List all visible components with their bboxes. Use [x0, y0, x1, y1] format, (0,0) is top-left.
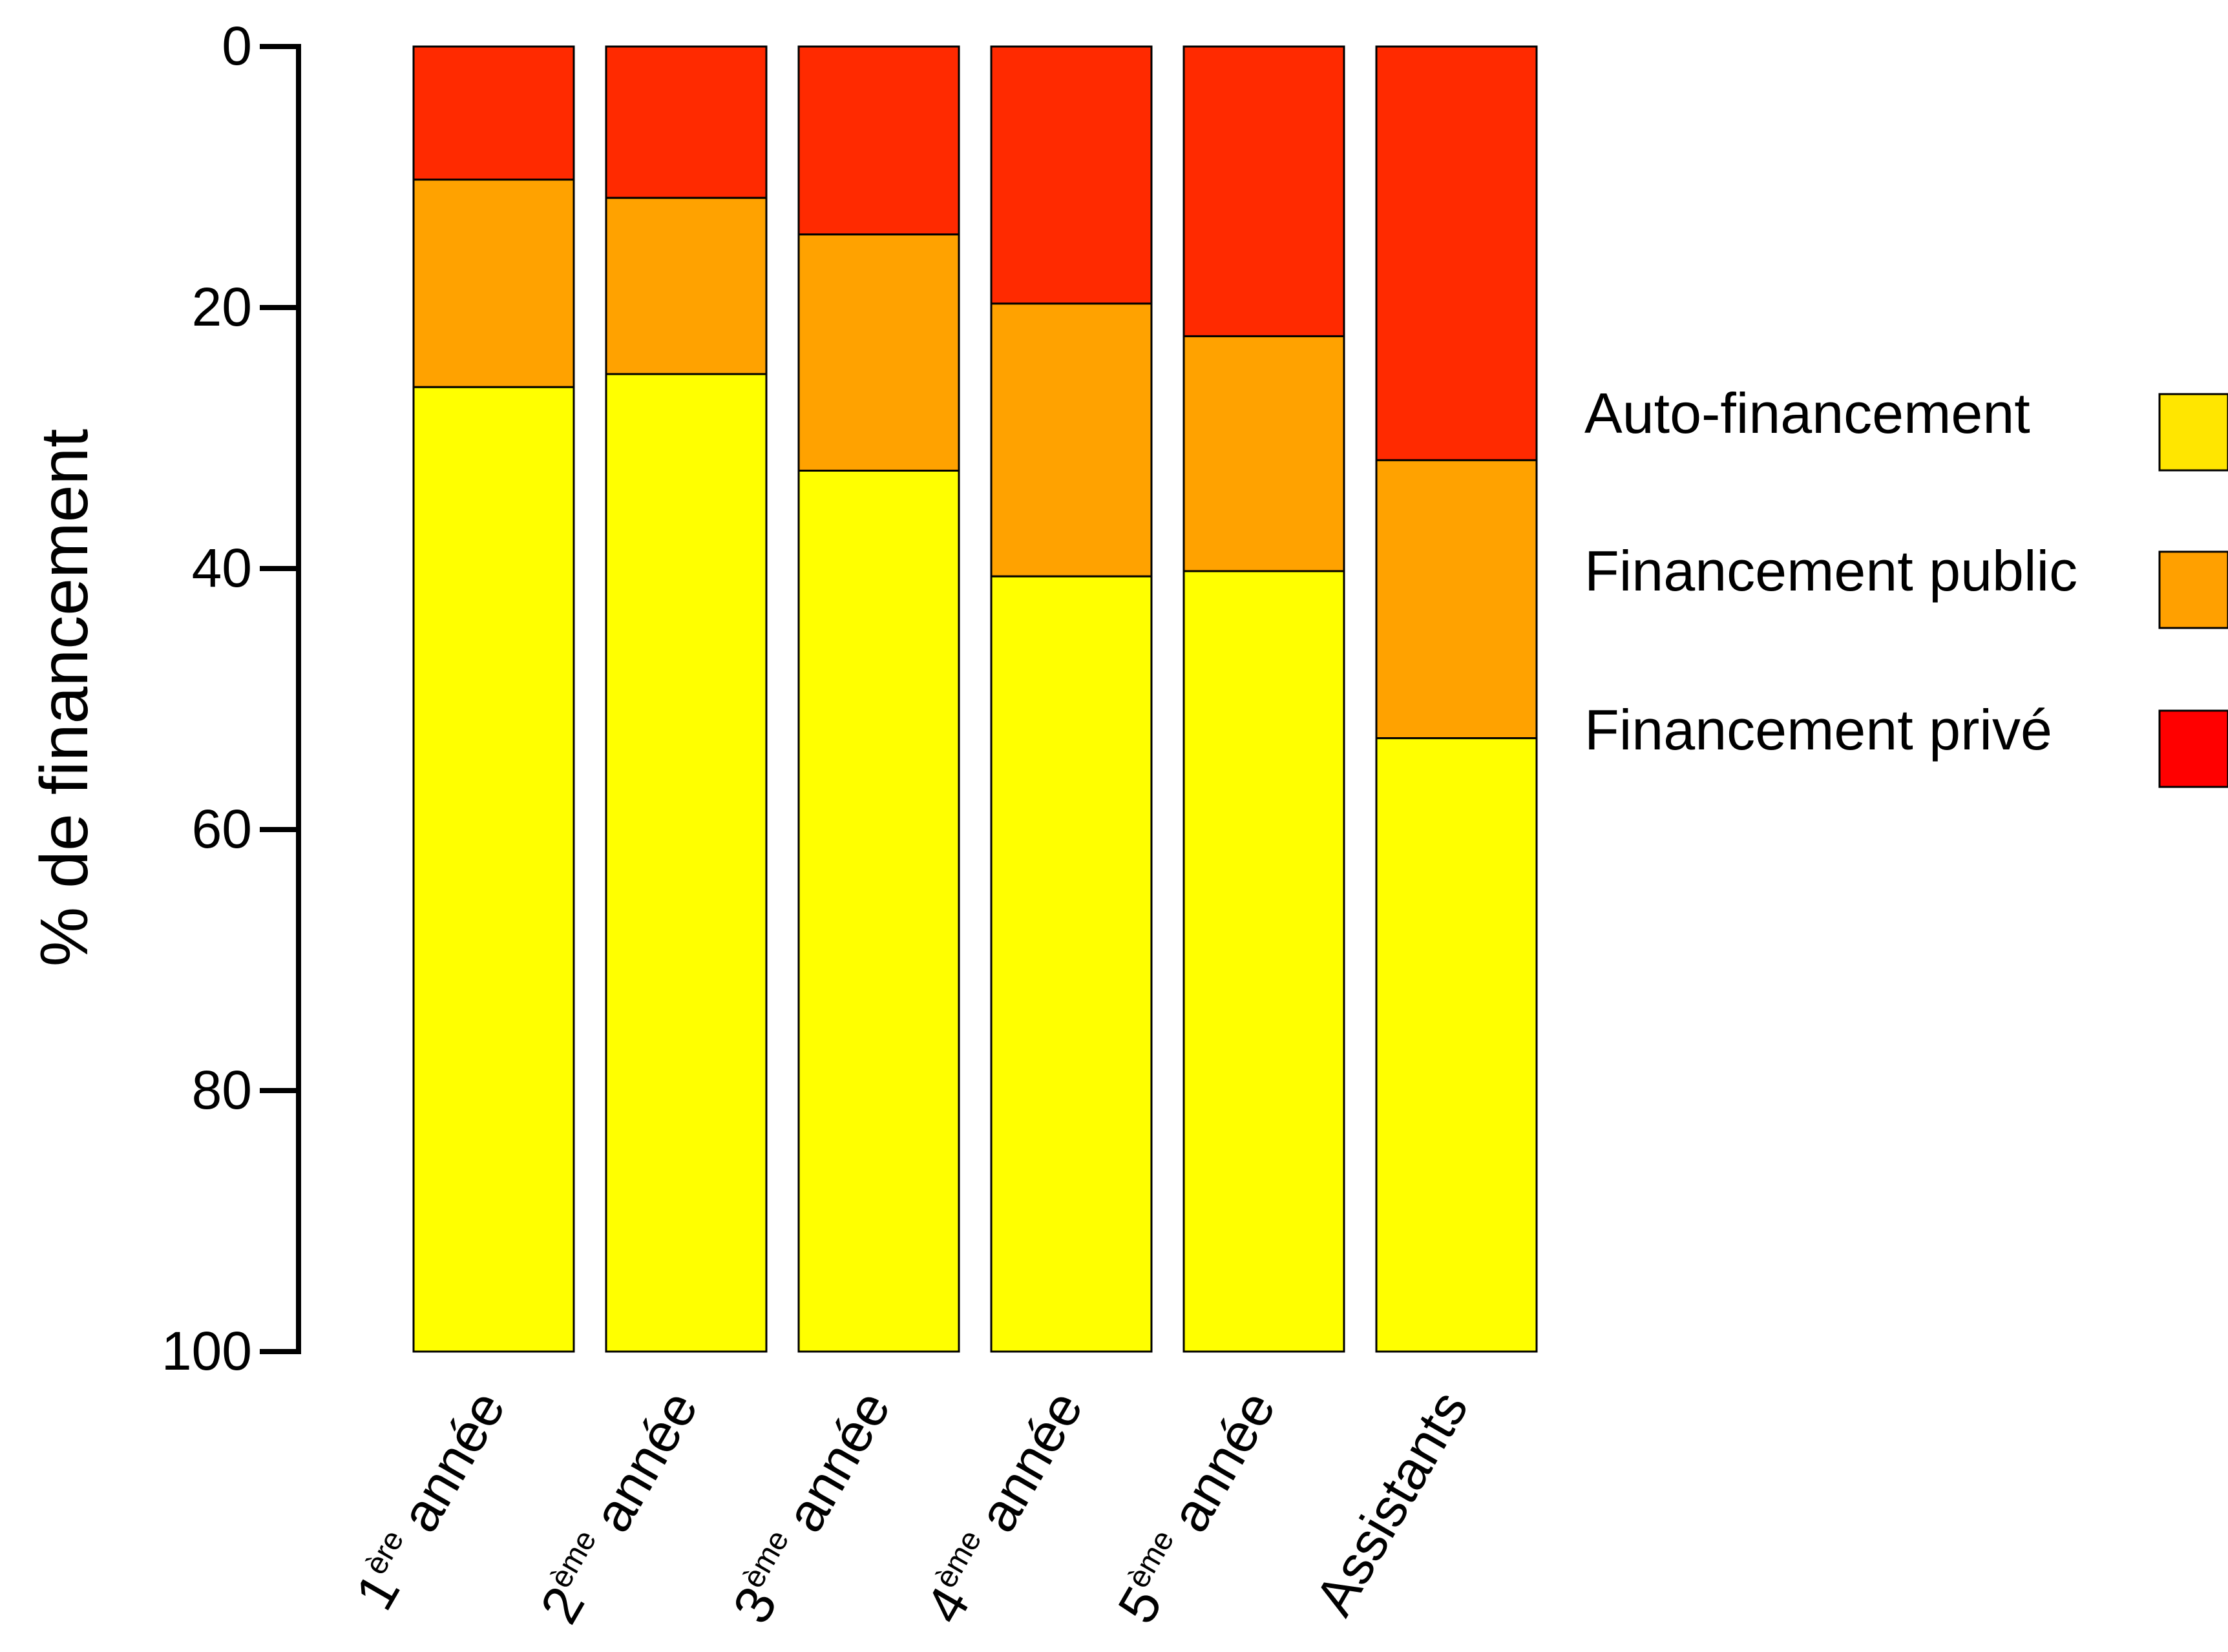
y-tick-label: 60 — [192, 799, 252, 859]
x-category-label: 3ème année — [721, 1381, 902, 1633]
legend: Auto-financement Financement public Financ… — [1584, 381, 2228, 788]
bar-segment — [412, 178, 575, 388]
legend-swatch — [2158, 709, 2228, 788]
bar-segment — [605, 373, 768, 1353]
y-tick-label: 40 — [192, 538, 252, 598]
x-category-label: 5ème année — [1106, 1381, 1287, 1633]
bar-segment — [797, 470, 960, 1353]
bar-segment — [1375, 737, 1538, 1353]
y-tick-label: 20 — [192, 277, 252, 337]
bar-segment — [990, 302, 1153, 578]
bar-segment — [1182, 570, 1345, 1353]
legend-swatch — [2158, 550, 2228, 629]
bar-segment — [1182, 45, 1345, 337]
legend-label: Financement public — [1584, 539, 2077, 603]
x-category-label: 1ère année — [344, 1381, 517, 1620]
bar-segment — [990, 45, 1153, 305]
x-category-label: 2ème année — [529, 1381, 709, 1633]
bar-segment — [797, 45, 960, 236]
bars — [412, 45, 1538, 1353]
bar-segment — [990, 575, 1153, 1353]
bar-segment — [605, 45, 768, 199]
legend-swatch — [2158, 393, 2228, 472]
y-tick-label: 80 — [192, 1060, 252, 1120]
bar-segment — [412, 386, 575, 1353]
legend-label: Auto-financement — [1584, 381, 2030, 445]
x-category-label: 4ème année — [914, 1381, 1095, 1633]
y-axis-title: % de financement — [27, 429, 102, 967]
bar-segment — [797, 233, 960, 472]
bar-segment — [412, 45, 575, 181]
y-tick-label: 100 — [162, 1321, 252, 1381]
x-category-label: Assistants — [1303, 1381, 1480, 1626]
y-axis: 0 20 40 60 80 100 — [162, 16, 301, 1381]
bar-segment — [1375, 459, 1538, 740]
bar-segment — [605, 196, 768, 375]
y-tick-label: 0 — [222, 16, 252, 76]
bar-segment — [1375, 45, 1538, 461]
legend-label: Financement privé — [1584, 698, 2052, 762]
bar-segment — [1182, 335, 1345, 572]
